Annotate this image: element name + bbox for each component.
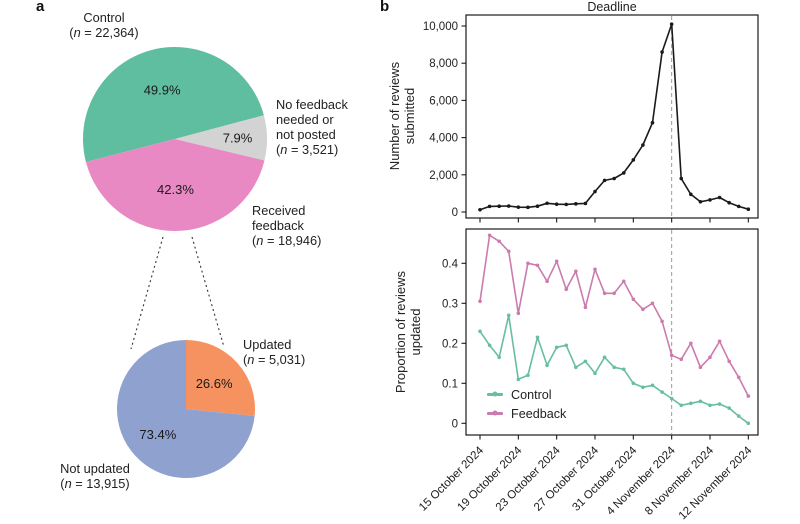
pie-zoom-connector-left [130, 236, 164, 350]
updated-slice-label: Updated (n = 5,031) [243, 337, 306, 367]
feedback-line-swatch [487, 410, 503, 416]
legend-label-control: Control [511, 387, 552, 402]
x-tick-label: 8 November 2024 [643, 444, 717, 518]
x-tick-label: 4 November 2024 [605, 444, 679, 518]
control-series-markers [478, 313, 751, 426]
y-tick-label: 0.2 [442, 338, 458, 350]
legend-label-feedback: Feedback [511, 406, 567, 421]
y-tick-label: 8,000 [429, 58, 458, 70]
line-charts-canvas: 0 2,000 4,000 6,000 8,000 10,000 0 0.1 0.2 0.3 0.4… [417, 14, 759, 522]
x-tick-label: 23 October 2024 [494, 444, 563, 513]
pie-slice-updated [186, 340, 255, 416]
y-tick-label: 0.3 [442, 298, 458, 310]
legend: Control Feedback [487, 387, 566, 421]
pie-percent-no-feedback-needed-or-not-posted: 7.9% [223, 131, 253, 146]
x-tick-label: 15 October 2024 [417, 444, 486, 513]
y-tick-label: 0.1 [442, 378, 458, 390]
y-tick-label: 0.4 [442, 258, 459, 270]
feedback-series-line [479, 234, 750, 397]
x-tick-label: 12 November 2024 [677, 444, 755, 522]
legend-item-control: Control [487, 387, 566, 402]
legend-item-feedback: Feedback [487, 406, 566, 421]
y-tick-label: 0 [452, 207, 458, 219]
control-dot-swatch [492, 391, 498, 397]
y-tick-label: 4,000 [429, 133, 458, 145]
plot-frame [465, 14, 759, 219]
pie-slice-no-feedback-needed-or-not-posted [175, 115, 267, 161]
feedback-dot-swatch [492, 410, 498, 416]
panel-b-letter: b [380, 0, 390, 15]
pie-charts-canvas: 49.9% 42.3% 7.9% 73.4% 26.6% [83, 47, 267, 479]
x-tick-label: 31 October 2024 [570, 444, 639, 513]
control-line-swatch [487, 391, 503, 397]
pie-zoom-connector-right [191, 236, 225, 348]
pie-percent-updated: 26.6% [196, 376, 233, 391]
pie-percent-received-feedback: 42.3% [157, 182, 194, 197]
panel-a-letter: a [36, 0, 45, 15]
x-tick-label: 27 October 2024 [532, 444, 601, 513]
y-tick-label: 2,000 [429, 170, 458, 182]
deadline-title: Deadline [587, 0, 637, 14]
reviews-submitted-series-markers [478, 22, 751, 212]
pie-percent-not-updated: 73.4% [139, 427, 176, 442]
not-updated-slice-label: Not updated (n = 13,915) [60, 461, 130, 491]
y-tick-label: 0 [452, 418, 458, 430]
y-axis-label-submissions: Number of reviews submitted [386, 61, 418, 171]
no-feedback-slice-label: No feedback needed or not posted (n = 3,… [276, 97, 348, 157]
pie-slice-received-feedback [85, 139, 265, 232]
reviews-submitted-series-line [479, 23, 750, 211]
y-tick-label: 10,000 [423, 21, 458, 33]
feedback-series-markers [478, 233, 751, 398]
control-slice-label: Control (n = 22,364) [69, 10, 139, 40]
pie-percent-control: 49.9% [144, 83, 181, 98]
pie-slice-control [83, 47, 264, 162]
y-tick-label: 6,000 [429, 95, 458, 107]
received-feedback-slice-label: Received feedback (n = 18,946) [252, 203, 322, 248]
x-tick-label: 19 October 2024 [455, 444, 524, 513]
plot-frame [465, 228, 759, 436]
y-axis-label-proportion: Proportion of reviews updated [392, 270, 424, 394]
pie-slice-not-updated [116, 340, 255, 479]
